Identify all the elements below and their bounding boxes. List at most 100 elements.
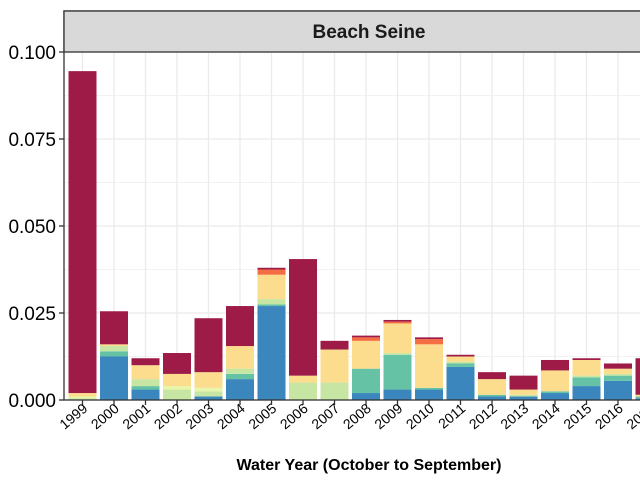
bar-segment-2000-s2 [100,351,128,357]
bar-segment-2007-s3 [320,382,349,400]
x-tick-label: 2012 [466,400,500,432]
bar-segment-2011-s5 [446,356,475,362]
x-tick-label: 2000 [88,400,122,432]
bar-segment-1999-s3 [68,398,97,400]
bar-segment-2009-s6 [383,321,412,324]
bar-segment-2011-s2 [446,363,475,367]
bar-segment-2002-s7 [163,353,191,374]
bar-segment-2017-s2 [635,396,640,399]
bar-segment-2014-s5 [541,370,569,392]
bar-segment-2009-s1 [383,389,412,400]
bar-segment-2017-s5 [635,394,640,397]
bar-segment-2016-s5 [604,368,632,374]
bar-segment-2013-s7 [509,375,538,390]
bar-segment-2000-s3 [100,346,128,352]
bar-segment-2012-s2 [478,394,506,397]
panel-title: Beach Seine [313,22,426,43]
bar-segment-2011-s3 [446,361,475,364]
x-tick-label: 2007 [308,400,342,432]
x-tick-label: 2013 [497,400,531,432]
bar-segment-2011-s7 [446,354,475,357]
bar-segment-1999-s5 [68,393,97,397]
x-tick-label: 2005 [245,400,279,432]
bar-segment-2002-s4 [163,386,191,390]
bar-segment-2014-s7 [541,359,569,371]
bar-segment-2002-s5 [163,373,191,387]
bar-segment-2016-s7 [604,363,632,369]
bar-segment-2013-s1 [509,396,538,400]
y-tick-label: 0.000 [8,391,56,412]
bar-segment-2013-s5 [509,389,538,395]
bar-segment-2004-s1 [226,379,254,400]
bar-segment-2010-s2 [415,387,443,390]
bar-segment-2009-s5 [383,323,412,354]
x-tick-label: 2001 [119,400,153,432]
bar-segment-2004-s7 [226,306,254,347]
bar-segment-2016-s1 [604,380,632,400]
bar-segment-2001-s3 [131,379,160,387]
bar-segment-2009-s2 [383,354,412,390]
bar-segment-2003-s4 [194,387,223,392]
bar-segment-2001-s1 [131,389,160,400]
y-tick-label: 0.025 [8,304,56,325]
bar-segment-2003-s3 [194,391,223,397]
bar-segment-2015-s7 [572,358,601,360]
x-tick-label: 2004 [214,400,248,432]
x-tick-label: 2008 [340,400,374,432]
bar-segment-2008-s1 [352,393,380,400]
bar-segment-2008-s2 [352,368,380,394]
bar-segment-2011-s1 [446,366,475,400]
y-tick-label: 0.050 [8,217,56,238]
bar-segment-2001-s7 [131,358,160,366]
bar-segment-2005-s1 [257,306,286,400]
bar-segment-2008-s6 [352,337,380,341]
bar-segment-2005-s5 [257,274,286,300]
bar-segment-1999-s4 [68,396,97,399]
bar-segment-2005-s7 [257,267,286,270]
bar-segment-2012-s5 [478,379,506,395]
bar-segment-2014-s1 [541,393,569,400]
x-tick-label: 2009 [371,400,405,432]
bar-segment-2012-s1 [478,396,506,400]
bar-segment-2015-s5 [572,359,601,376]
bar-segment-2017-s1 [635,398,640,400]
y-axis: 0.000 0.025 0.050 0.075 0.100 [8,43,64,412]
bar-segment-2006-s5 [289,375,317,383]
bar-segment-2010-s5 [415,344,443,388]
y-tick-label: 0.075 [8,130,56,151]
strip-background [63,10,640,53]
bar-segment-2004-s5 [226,346,254,369]
bar-segment-2000-s7 [100,311,128,345]
x-tick-label: 2017 [623,400,640,432]
x-axis-title: Water Year (October to September) [237,457,502,474]
bar-segment-2010-s6 [415,339,443,345]
bar-segment-2010-s7 [415,337,443,340]
bar-segment-2000-s1 [100,356,128,400]
bar-segment-2001-s5 [131,365,160,380]
bar-segment-2016-s2 [604,375,632,381]
bar-segment-2007-s7 [320,340,349,350]
bar-segment-1999-s7 [68,71,97,394]
bar-segment-2015-s1 [572,386,601,400]
x-tick-label: 2015 [560,400,594,432]
bar-segment-2014-s2 [541,391,569,394]
bar-segment-2003-s7 [194,318,223,373]
bar-segment-2001-s2 [131,386,160,390]
bar-segment-2006-s3 [289,382,317,400]
bar-segment-2009-s7 [383,319,412,322]
bars [68,71,640,400]
bar-segment-2007-s5 [320,349,349,383]
bar-segment-2004-s3 [226,368,254,374]
bar-segment-2009-s3 [383,353,412,355]
bar-segment-2005-s2 [257,304,286,307]
bar-segment-2002-s3 [163,389,191,400]
bar-segment-2010-s1 [415,389,443,400]
bar-segment-2015-s3 [572,375,601,378]
bar-segment-2008-s5 [352,340,380,369]
x-tick-label: 2011 [435,400,469,432]
bar-segment-2005-s3 [257,299,286,305]
bar-segment-2016-s3 [604,373,632,376]
bar-segment-2000-s5 [100,344,128,347]
bar-segment-2004-s2 [226,373,254,380]
